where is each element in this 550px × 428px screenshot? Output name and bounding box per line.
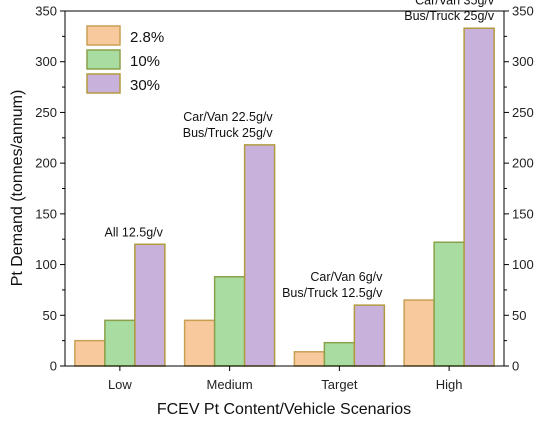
bar-medium-series-3 xyxy=(243,144,276,367)
y-axis-title: Pt Demand (tonnes/annum) xyxy=(9,90,26,287)
x-axis: Low Medium Target High xyxy=(108,366,463,392)
bar-target-series-3 xyxy=(353,304,386,367)
bar-high-series-1 xyxy=(403,299,435,367)
annotation-target-line-2: Bus/Truck 12.5g/v xyxy=(282,286,383,300)
bar-low-series-3 xyxy=(134,243,166,367)
y-tick-label-right: 0 xyxy=(512,359,519,374)
legend-label-3: 30% xyxy=(130,77,160,94)
y-tick-label-right: 250 xyxy=(512,105,534,120)
bar-low-series-2 xyxy=(104,319,136,367)
annotation-low-line-1: All 12.5g/v xyxy=(105,225,164,239)
annotation-group: All 12.5g/v Car/Van 22.5g/v Bus/Truck 25g/… xyxy=(105,0,495,300)
annotation-medium-line-2: Bus/Truck 25g/v xyxy=(183,126,274,140)
x-tick-label-medium: Medium xyxy=(207,377,253,392)
y-tick-label-right: 200 xyxy=(512,156,534,171)
y-tick-label-left: 300 xyxy=(35,54,57,69)
x-axis-title: FCEV Pt Content/Vehicle Scenarios xyxy=(157,401,411,418)
bar-group xyxy=(74,27,495,367)
y-tick-label-left: 250 xyxy=(35,105,57,120)
y-axis-right: 0 50 100 150 200 250 300 350 xyxy=(504,4,534,374)
legend-swatch-3 xyxy=(86,73,121,94)
bar-medium-series-1 xyxy=(183,319,216,367)
annotation-high-line-2: Bus/Truck 25g/v xyxy=(404,9,495,23)
legend-swatch-2 xyxy=(86,49,121,70)
legend-label-2: 10% xyxy=(130,53,160,70)
bar-low-series-1 xyxy=(74,339,106,367)
y-tick-label-right: 50 xyxy=(512,308,526,323)
bar-target-series-1 xyxy=(293,351,326,367)
y-tick-label-right: 150 xyxy=(512,206,534,221)
y-tick-label-right: 300 xyxy=(512,54,534,69)
x-tick-label-high: High xyxy=(436,377,463,392)
legend-swatch-1 xyxy=(86,25,121,46)
legend-label-1: 2.8% xyxy=(130,29,164,46)
y-tick-label-left: 350 xyxy=(35,4,57,19)
y-tick-label-left: 200 xyxy=(35,156,57,171)
y-tick-label-right: 100 xyxy=(512,257,534,272)
y-tick-label-left: 0 xyxy=(50,359,57,374)
bar-target-series-2 xyxy=(323,341,356,367)
y-axis-left: 0 50 100 150 200 250 300 350 xyxy=(35,4,65,374)
y-tick-label-left: 150 xyxy=(35,206,57,221)
annotation-target-line-1: Car/Van 6g/v xyxy=(310,270,383,284)
annotation-high-line-1: Car/Van 35g/v xyxy=(415,0,495,7)
bar-medium-series-2 xyxy=(213,275,246,367)
annotation-medium-line-1: Car/Van 22.5g/v xyxy=(183,110,273,124)
y-tick-label-left: 100 xyxy=(35,257,57,272)
bar-high-series-2 xyxy=(433,241,465,367)
legend: 2.8% 10% 30% xyxy=(86,25,164,94)
bar-high-series-3 xyxy=(463,27,495,367)
x-tick-label-low: Low xyxy=(108,377,132,392)
x-tick-label-target: Target xyxy=(321,377,358,392)
y-tick-label-right: 350 xyxy=(512,4,534,19)
y-tick-label-left: 50 xyxy=(43,308,57,323)
